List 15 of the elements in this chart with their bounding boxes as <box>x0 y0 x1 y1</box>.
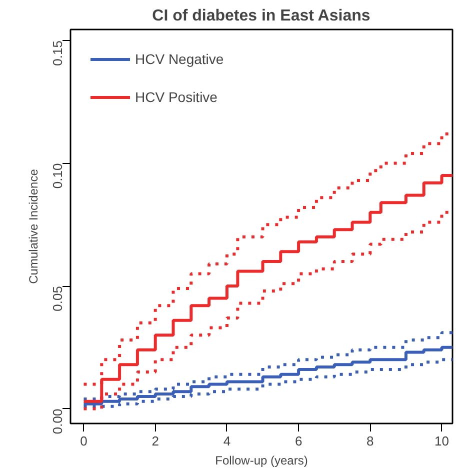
x-tick-label: 0 <box>80 434 88 448</box>
y-tick-label: 0.15 <box>50 40 65 66</box>
y-tick-label: 0.05 <box>50 286 65 312</box>
y-tick-label: 0.10 <box>50 163 65 189</box>
x-tick-label: 2 <box>152 434 159 448</box>
x-tick-label: 8 <box>366 434 374 448</box>
legend-label: HCV Negative <box>135 51 224 67</box>
x-tick-label: 6 <box>294 434 302 448</box>
y-axis-title: Cumulative Incidence <box>26 168 40 284</box>
y-tick-label: 0.00 <box>50 408 65 434</box>
legend-label: HCV Positive <box>135 89 218 105</box>
chart-title: CI of diabetes in East Asians <box>152 8 370 24</box>
x-tick-label: 4 <box>223 434 231 448</box>
x-tick-label: 10 <box>434 434 449 448</box>
x-axis-title: Follow-up (years) <box>215 454 308 468</box>
